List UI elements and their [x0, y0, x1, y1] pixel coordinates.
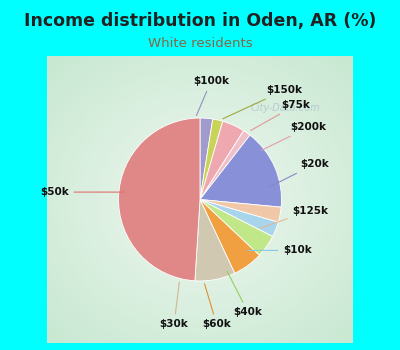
Text: $200k: $200k — [262, 122, 327, 150]
Wedge shape — [200, 199, 259, 273]
Wedge shape — [200, 121, 244, 200]
Text: White residents: White residents — [148, 37, 252, 50]
Wedge shape — [200, 135, 282, 207]
Text: $50k: $50k — [40, 187, 125, 197]
Wedge shape — [200, 118, 213, 199]
Wedge shape — [200, 199, 278, 237]
Text: $60k: $60k — [202, 284, 231, 329]
Text: $100k: $100k — [193, 76, 229, 116]
Text: $125k: $125k — [260, 205, 328, 228]
Text: $20k: $20k — [269, 159, 329, 187]
Text: City-Data.com: City-Data.com — [251, 103, 320, 113]
Text: $150k: $150k — [223, 85, 303, 119]
Wedge shape — [200, 131, 250, 200]
Wedge shape — [200, 199, 272, 255]
Wedge shape — [200, 199, 281, 222]
Text: $30k: $30k — [160, 282, 188, 329]
Wedge shape — [118, 118, 200, 281]
Text: $10k: $10k — [247, 245, 312, 256]
Wedge shape — [200, 119, 223, 200]
Text: $75k: $75k — [250, 100, 310, 131]
Text: Income distribution in Oden, AR (%): Income distribution in Oden, AR (%) — [24, 12, 376, 30]
Text: $40k: $40k — [227, 271, 262, 317]
Wedge shape — [195, 199, 235, 281]
